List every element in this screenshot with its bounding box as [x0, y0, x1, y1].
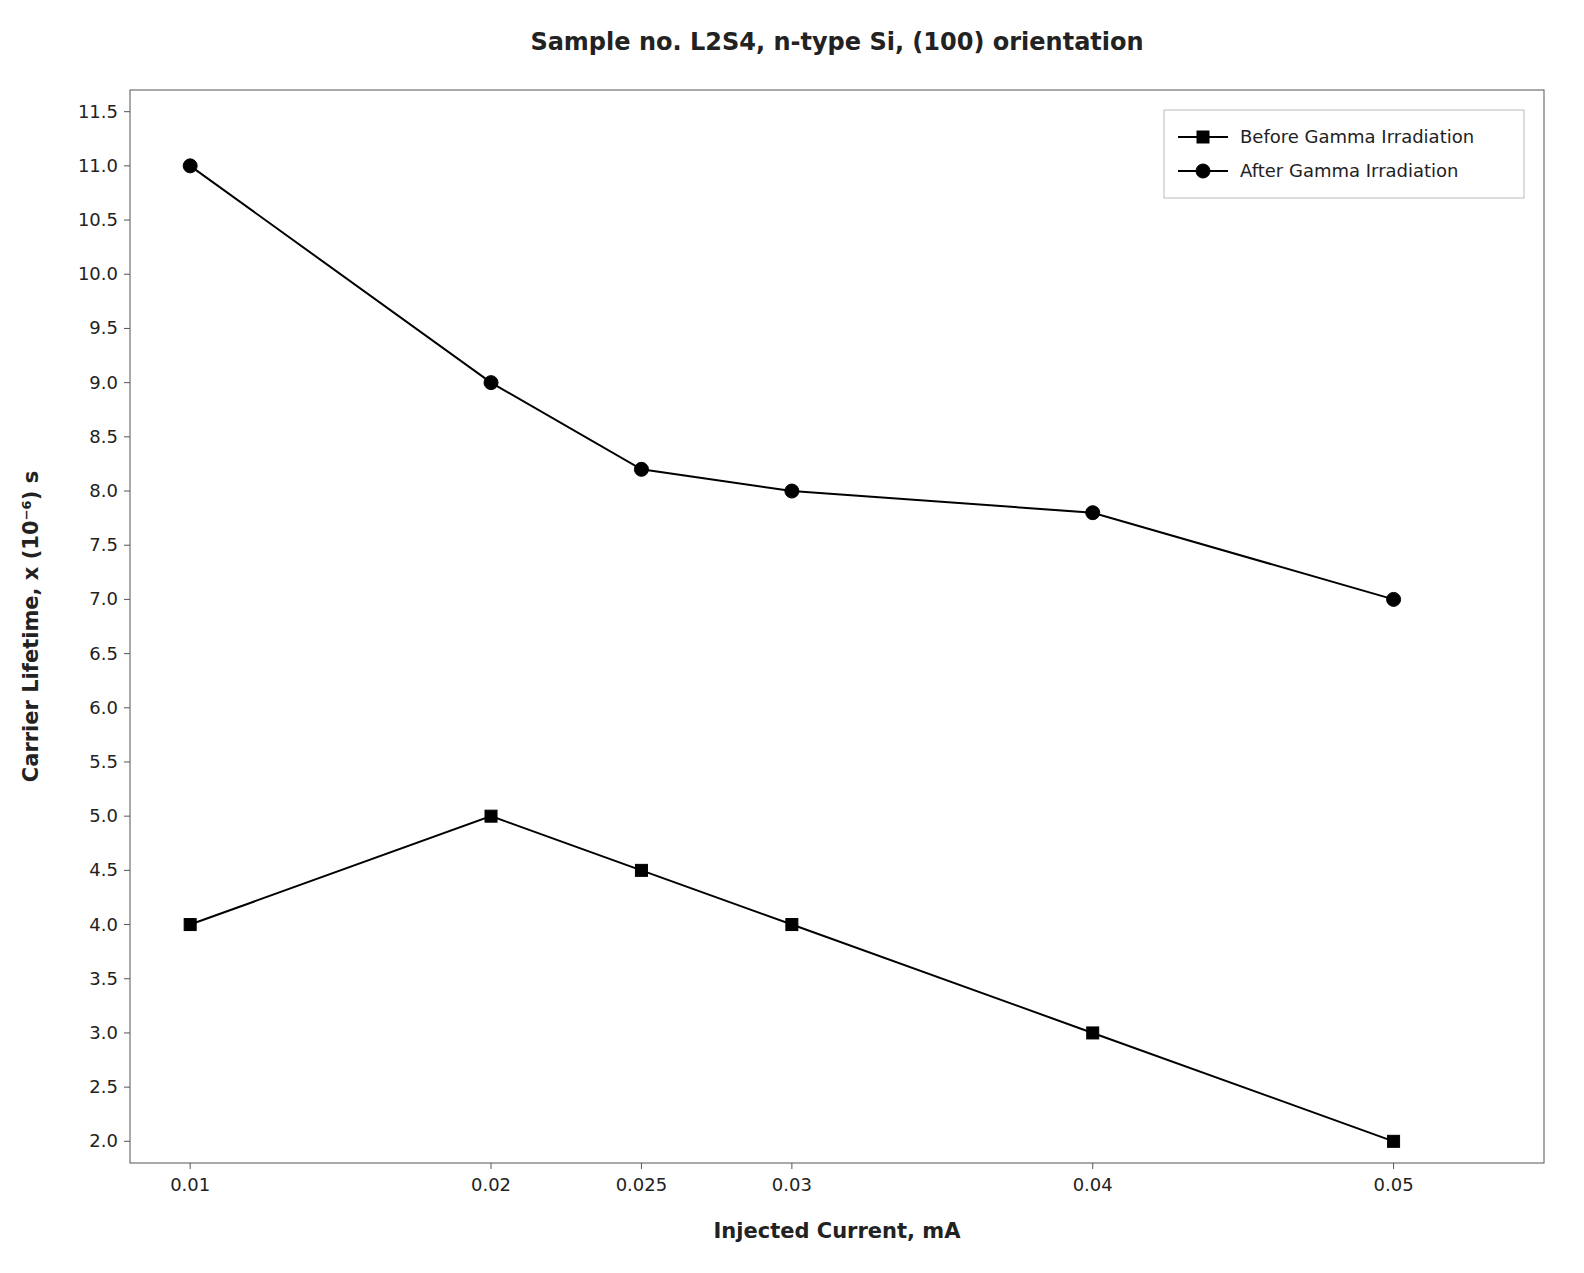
y-tick [124, 816, 130, 817]
x-tick-label: 0.025 [616, 1174, 668, 1195]
y-tick-label: 4.0 [89, 914, 118, 935]
y-tick [124, 599, 130, 600]
y-tick-label: 6.5 [89, 643, 118, 664]
series-line [190, 816, 1393, 1141]
y-tick-label: 9.5 [89, 317, 118, 338]
x-tick-label: 0.03 [772, 1174, 812, 1195]
y-tick-label: 5.0 [89, 805, 118, 826]
background [0, 0, 1584, 1273]
x-tick-label: 0.01 [170, 1174, 210, 1195]
y-tick-label: 7.5 [89, 534, 118, 555]
x-tick [1092, 1163, 1093, 1169]
y-tick [124, 165, 130, 166]
y-tick [124, 1141, 130, 1142]
y-tick [124, 436, 130, 437]
point [635, 864, 647, 876]
y-tick-label: 2.5 [89, 1076, 118, 1097]
y-tick [124, 382, 130, 383]
point [484, 376, 498, 390]
y-tick-label: 8.0 [89, 480, 118, 501]
legend-marker [1197, 131, 1209, 143]
y-tick-label: 10.5 [78, 209, 118, 230]
legend: Before Gamma Irradiation After Gamma Irra… [1164, 110, 1524, 198]
y-tick-label: 8.5 [89, 426, 118, 447]
x-tick [491, 1163, 492, 1169]
y-tick [124, 924, 130, 925]
point [786, 919, 798, 931]
x-tick [190, 1163, 191, 1169]
point [1086, 506, 1100, 520]
x-axis-label: Injected Current, mA [713, 1219, 961, 1243]
y-tick [124, 220, 130, 221]
y-tick [124, 1032, 130, 1033]
y-tick [124, 274, 130, 275]
x-tick-label: 0.02 [471, 1174, 511, 1195]
y-tick-label: 11.5 [78, 101, 118, 122]
point [634, 462, 648, 476]
y-tick [124, 761, 130, 762]
series [184, 810, 1399, 1147]
y-tick-label: 3.0 [89, 1022, 118, 1043]
x-tick [1393, 1163, 1394, 1169]
y-tick-label: 11.0 [78, 155, 118, 176]
legend-label: After Gamma Irradiation [1240, 160, 1459, 181]
x-tick [791, 1163, 792, 1169]
point [1087, 1027, 1099, 1039]
legend-label: Before Gamma Irradiation [1240, 126, 1474, 147]
y-tick [124, 328, 130, 329]
x-tick-label: 0.04 [1073, 1174, 1113, 1195]
y-tick-label: 9.0 [89, 372, 118, 393]
plot-frame [130, 90, 1544, 1163]
y-tick [124, 1087, 130, 1088]
x-tick-label: 0.05 [1374, 1174, 1414, 1195]
y-tick [124, 545, 130, 546]
title: Sample no. L2S4, n-type Si, (100) orient… [530, 28, 1143, 56]
y-tick [124, 870, 130, 871]
y-tick-label: 10.0 [78, 263, 118, 284]
point [183, 159, 197, 173]
chart: Sample no. L2S4, n-type Si, (100) orient… [0, 0, 1584, 1273]
y-tick [124, 978, 130, 979]
y-tick-label: 6.0 [89, 697, 118, 718]
y-tick-label: 3.5 [89, 968, 118, 989]
y-tick-label: 5.5 [89, 751, 118, 772]
point [184, 919, 196, 931]
legend-marker [1196, 164, 1210, 178]
y-tick-label: 7.0 [89, 588, 118, 609]
point [485, 810, 497, 822]
y-tick [124, 111, 130, 112]
y-axis-label: Carrier Lifetime, x (10⁻⁶) s [19, 471, 43, 782]
y-tick [124, 653, 130, 654]
point [785, 484, 799, 498]
y-tick-label: 2.0 [89, 1130, 118, 1151]
x-axis: 0.01 0.02 0.025 0.03 0.04 0.05 Injected Curren… [170, 1163, 1413, 1243]
y-tick [124, 707, 130, 708]
x-tick [641, 1163, 642, 1169]
series [183, 159, 1400, 607]
y-tick-label: 4.5 [89, 859, 118, 880]
legend-box [1164, 110, 1524, 198]
point [1388, 1135, 1400, 1147]
y-axis: 2.0 2.5 3.0 3.5 4.0 4.5 5.0 5.5 6.0 6.5 7.0 7.5 8.0 8… [19, 101, 130, 1152]
point [1387, 592, 1401, 606]
series-line [190, 166, 1393, 600]
data [183, 159, 1400, 1147]
y-tick [124, 491, 130, 492]
